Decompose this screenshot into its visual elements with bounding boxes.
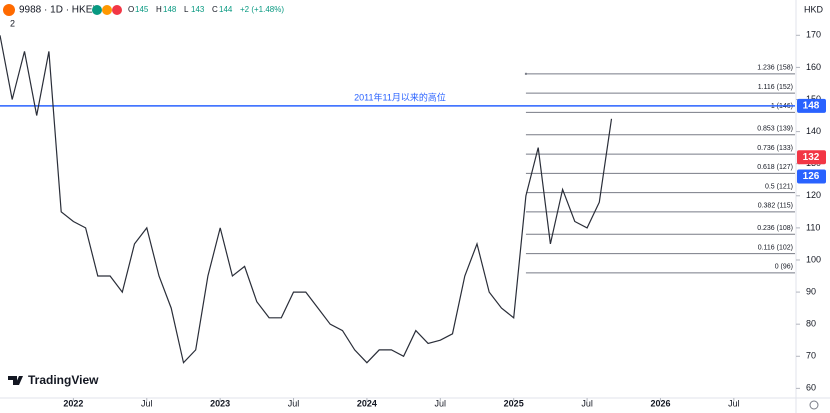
status-dot: [112, 5, 122, 15]
x-tick-label: Jul: [435, 398, 447, 408]
fib-label: 0.5 (121): [765, 183, 793, 190]
x-tick-label: 2024: [357, 398, 377, 408]
quote-value: 143: [191, 5, 205, 14]
symbol-title: 9988 · 1D · HKEX: [19, 5, 99, 16]
quote-label: L: [184, 5, 189, 14]
price-badge: [797, 150, 826, 165]
x-tick-label: Jul: [581, 398, 593, 408]
price-badge: [797, 98, 826, 113]
fib-label: 1.116 (152): [758, 84, 793, 91]
x-tick-label: 2026: [650, 398, 670, 408]
y-tick-label: 80: [806, 319, 816, 329]
quote-label: H: [156, 5, 162, 14]
quote-change: +2 (+1.48%): [240, 5, 284, 14]
x-tick-label: Jul: [141, 398, 153, 408]
quote-label: C: [212, 5, 218, 14]
x-tick-label: Jul: [728, 398, 740, 408]
fib-label: 0.116 (102): [758, 244, 793, 251]
brand: TradingView: [28, 373, 99, 387]
y-tick-label: 140: [806, 126, 821, 136]
price-badge: [797, 169, 826, 184]
x-tick-label: Jul: [288, 398, 300, 408]
price-badge-label: 126: [803, 171, 820, 182]
quote-label: O: [128, 5, 134, 14]
fib-label: 1.236 (158): [757, 65, 793, 72]
y-tick-label: 60: [806, 383, 816, 393]
y-tick-label: 160: [806, 62, 821, 72]
x-tick-label: 2023: [210, 398, 230, 408]
fib-label: 0.853 (139): [757, 126, 793, 133]
y-tick-label: 70: [806, 351, 816, 361]
quote-value: 145: [135, 5, 149, 14]
price-badge-label: 132: [803, 152, 820, 163]
settings-icon[interactable]: [809, 400, 819, 410]
y-tick-label: 170: [806, 30, 821, 40]
pane-number: 2: [10, 18, 15, 28]
quote: O 145 H 148 L 143 C 144 +2 (+1.48%): [128, 5, 284, 14]
x-tick-label: 2025: [504, 398, 524, 408]
quote-value: 144: [219, 5, 233, 14]
quote-value: 148: [163, 5, 177, 14]
y-tick-label: 120: [806, 190, 821, 200]
price-line: [0, 35, 613, 364]
x-tick-label: 2022: [63, 398, 83, 408]
brand-logo: [8, 376, 23, 385]
fib-label: 0.382 (115): [758, 203, 793, 210]
fib-label: 0 (96): [775, 264, 793, 271]
symbol-logo: [3, 4, 15, 16]
fib-label: 1 (146): [771, 103, 793, 110]
status-dot: [92, 5, 102, 15]
y-tick-label: 110: [806, 222, 820, 232]
hline-annotation: 2011年11月以来的高位: [354, 91, 446, 102]
fib-label: 0.736 (133): [757, 145, 793, 152]
y-tick-label: 150: [806, 94, 821, 104]
fib-label: 0.618 (127): [757, 164, 793, 171]
currency: HKD: [804, 4, 824, 14]
y-tick-label: 90: [806, 286, 816, 296]
fib-label: 0.236 (108): [757, 225, 793, 232]
status-dot: [102, 5, 112, 15]
y-tick-label: 100: [806, 254, 821, 264]
price-badge-label: 148: [803, 101, 820, 112]
